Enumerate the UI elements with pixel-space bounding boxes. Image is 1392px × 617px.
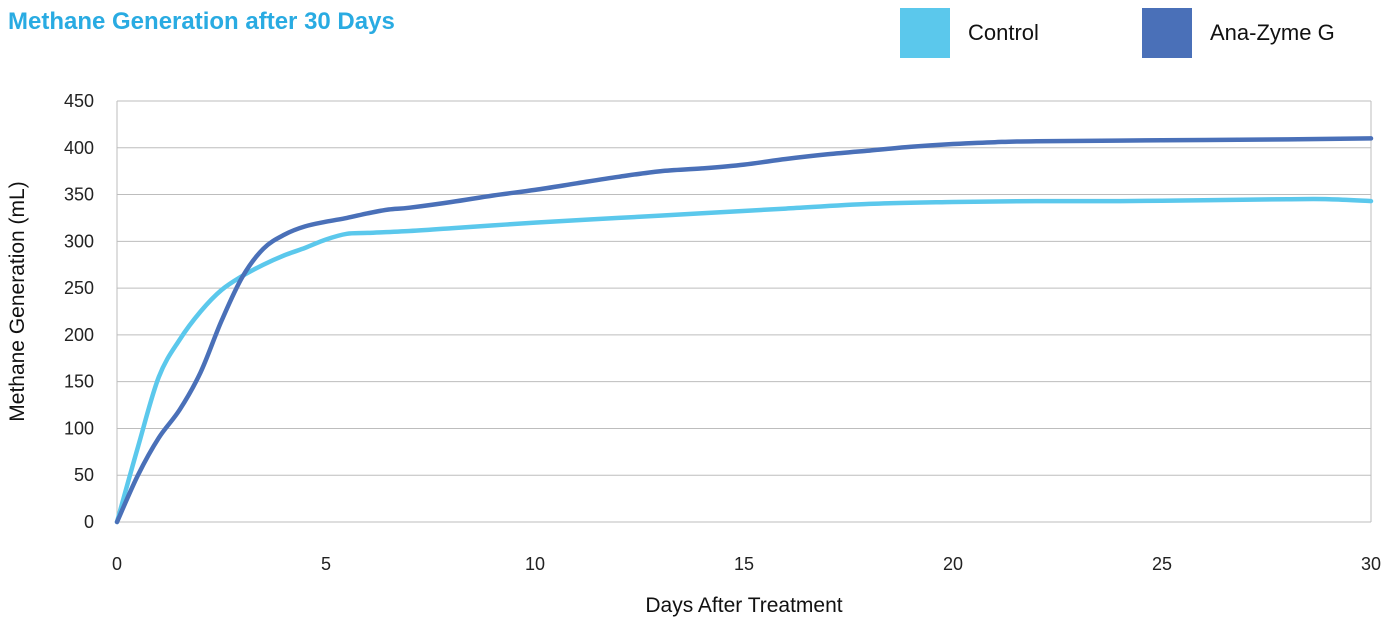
y-tick-label-300: 300 bbox=[64, 231, 94, 251]
legend-swatch-ana-zyme-g bbox=[1142, 8, 1192, 58]
x-tick-label-20: 20 bbox=[943, 554, 963, 574]
series-line-control bbox=[114, 196, 1374, 525]
y-tick-label-250: 250 bbox=[64, 278, 94, 298]
series-lines bbox=[114, 136, 1374, 525]
y-tick-label-50: 50 bbox=[74, 465, 94, 485]
gridlines bbox=[116, 100, 1372, 523]
y-tick-label-100: 100 bbox=[64, 418, 94, 438]
legend-label-control: Control bbox=[968, 20, 1039, 45]
y-tick-label-450: 450 bbox=[64, 91, 94, 111]
x-tick-label-10: 10 bbox=[525, 554, 545, 574]
x-axis-title: Days After Treatment bbox=[645, 594, 842, 617]
y-tick-label-400: 400 bbox=[64, 138, 94, 158]
y-tick-label-0: 0 bbox=[84, 512, 94, 532]
legend-swatch-control bbox=[900, 8, 950, 58]
legend-item-control: Control bbox=[900, 8, 1039, 58]
y-tick-label-350: 350 bbox=[64, 185, 94, 205]
y-axis-ticks: 0 50 100 150 200 250 300 350 400 450 bbox=[64, 91, 94, 532]
x-tick-label-25: 25 bbox=[1152, 554, 1172, 574]
x-axis-ticks: 0 5 10 15 20 25 30 bbox=[112, 554, 1381, 574]
x-tick-label-5: 5 bbox=[321, 554, 331, 574]
series-line-ana-zyme-g bbox=[114, 136, 1374, 525]
y-tick-label-200: 200 bbox=[64, 325, 94, 345]
legend-label-ana-zyme-g: Ana-Zyme G bbox=[1210, 20, 1335, 45]
legend-item-ana-zyme-g: Ana-Zyme G bbox=[1142, 8, 1335, 58]
x-tick-label-15: 15 bbox=[734, 554, 754, 574]
y-tick-label-150: 150 bbox=[64, 372, 94, 392]
x-tick-label-0: 0 bbox=[112, 554, 122, 574]
chart-title: Methane Generation after 30 Days bbox=[8, 8, 395, 35]
x-tick-label-30: 30 bbox=[1361, 554, 1381, 574]
y-axis-title: Methane Generation (mL) bbox=[6, 181, 29, 421]
